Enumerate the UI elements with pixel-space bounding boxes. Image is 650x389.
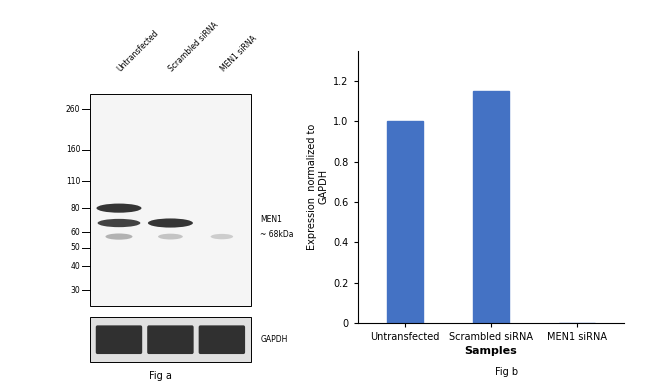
Text: Fig a: Fig a <box>150 371 172 381</box>
Text: MEN1: MEN1 <box>261 215 282 224</box>
Text: Fig b: Fig b <box>495 367 519 377</box>
X-axis label: Samples: Samples <box>464 346 517 356</box>
Text: 80: 80 <box>71 203 81 213</box>
Text: 260: 260 <box>66 105 81 114</box>
Text: 30: 30 <box>71 286 81 295</box>
Text: GAPDH: GAPDH <box>261 335 288 344</box>
Text: 60: 60 <box>71 228 81 237</box>
Bar <box>473 91 509 323</box>
Ellipse shape <box>158 234 183 240</box>
Text: 160: 160 <box>66 145 81 154</box>
Text: MEN1 siRNA: MEN1 siRNA <box>218 34 258 74</box>
Ellipse shape <box>105 233 133 240</box>
Text: Untransfected: Untransfected <box>116 29 161 74</box>
FancyBboxPatch shape <box>147 325 194 354</box>
FancyBboxPatch shape <box>90 317 251 363</box>
Ellipse shape <box>211 234 233 239</box>
Text: ~ 68kDa: ~ 68kDa <box>261 230 294 239</box>
Bar <box>387 121 423 323</box>
Text: Scrambled siRNA: Scrambled siRNA <box>167 21 220 74</box>
Ellipse shape <box>98 219 140 227</box>
Text: 110: 110 <box>66 177 81 186</box>
Y-axis label: Expression  normalized to
GAPDH: Expression normalized to GAPDH <box>307 124 329 250</box>
FancyBboxPatch shape <box>199 325 245 354</box>
Ellipse shape <box>148 219 193 228</box>
Text: 40: 40 <box>71 262 81 271</box>
FancyBboxPatch shape <box>96 325 142 354</box>
Text: 50: 50 <box>71 243 81 252</box>
Ellipse shape <box>96 203 142 213</box>
FancyBboxPatch shape <box>90 95 251 306</box>
